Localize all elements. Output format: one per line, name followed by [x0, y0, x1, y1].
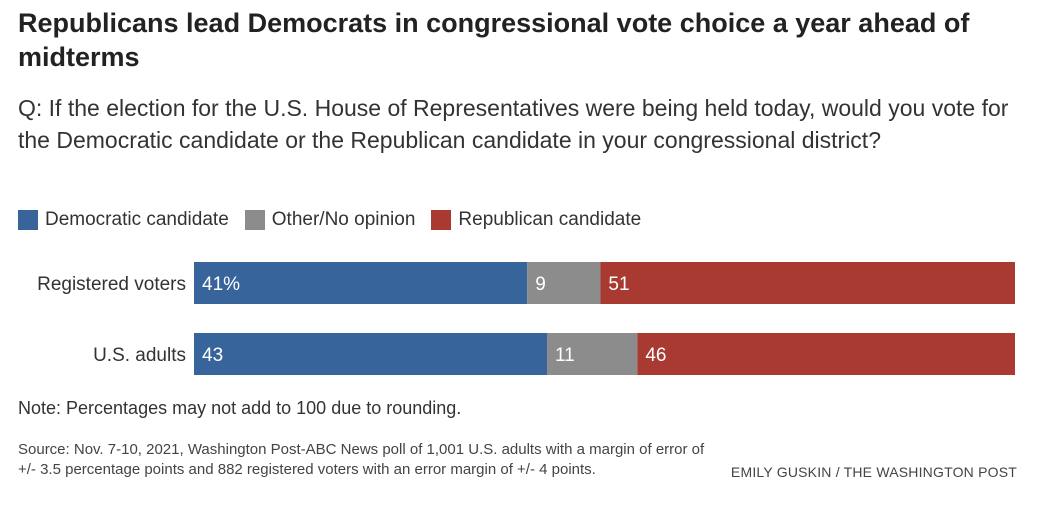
- legend-item-other: Other/No opinion: [244, 209, 416, 231]
- bar-segment-1-2: [637, 333, 1015, 375]
- data-label-1-1: 11: [555, 345, 575, 366]
- data-label-0-1: 9: [535, 274, 546, 295]
- legend-label-other: Other/No opinion: [271, 209, 416, 230]
- data-label-0-0: 41%: [202, 274, 240, 295]
- chart-title: Republicans lead Democrats in congressio…: [18, 8, 970, 72]
- stacked-bar-chart: Registered voters 41% 9 51 U.S. adults 43 11 46: [37, 262, 1015, 375]
- bar-segment-0-1: [527, 262, 601, 304]
- bar-segment-0-2: [600, 262, 1015, 304]
- survey-question: Q: If the election for the U.S. House of…: [18, 95, 1009, 153]
- source-text: Source: Nov. 7-10, 2021, Washington Post…: [18, 441, 705, 478]
- legend-label-republican: Republican candidate: [458, 209, 642, 230]
- legend-swatch-other: [244, 210, 265, 230]
- credit-line: EMILY GUSKIN / THE WASHINGTON POST: [730, 464, 1017, 480]
- legend-swatch-republican: [431, 210, 452, 230]
- legend-item-democratic: Democratic candidate: [18, 209, 229, 231]
- bar-segment-0-0: [194, 262, 528, 304]
- legend-swatch-democratic: [18, 210, 38, 230]
- legend-item-republican: Republican candidate: [431, 209, 641, 231]
- legend-label-democratic: Democratic candidate: [45, 209, 229, 230]
- category-label-1: U.S. adults: [93, 345, 186, 366]
- category-label-0: Registered voters: [37, 274, 186, 295]
- data-label-0-2: 51: [608, 274, 629, 295]
- bar-segment-1-0: [194, 333, 548, 375]
- data-label-1-2: 46: [645, 345, 666, 366]
- footnote: Note: Percentages may not add to 100 due…: [18, 398, 462, 418]
- bar-segment-1-1: [547, 333, 638, 375]
- data-label-1-0: 43: [202, 345, 223, 366]
- legend: Democratic candidate Other/No opinion Re…: [18, 209, 657, 231]
